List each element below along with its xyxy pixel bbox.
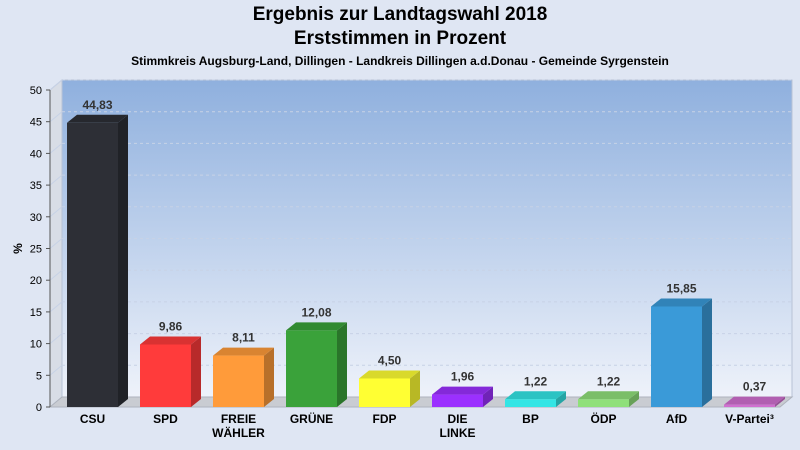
bar-front: [286, 330, 337, 407]
bar-fdp: 4,50: [359, 353, 420, 407]
bar-side: [483, 386, 493, 407]
bar-top: [359, 370, 420, 379]
bar-afd: 15,85: [651, 282, 712, 407]
gridline-left: [49, 143, 63, 154]
x-tick-label: AfD: [666, 412, 688, 426]
bar-top: [578, 391, 639, 400]
x-tick-label: FREIE: [221, 412, 256, 426]
bar-front: [651, 306, 702, 407]
bar-side: [264, 347, 274, 407]
y-axis: 0 5 10 15 20 25 30 35 40 45 50: [30, 85, 51, 414]
bar-side: [775, 396, 785, 407]
bar-top: [213, 347, 274, 356]
bar-top: [651, 298, 712, 307]
bar-die-linke: 1,96: [432, 370, 493, 407]
bar-front: [432, 394, 483, 407]
y-tick-label: 0: [36, 402, 42, 414]
bar-top: [432, 386, 493, 395]
bar-bp: 1,22: [505, 374, 566, 407]
bar-freie-wähler: 8,11: [213, 331, 274, 407]
y-tick-label: 40: [30, 148, 42, 160]
bar-side: [410, 370, 420, 407]
gridline-left: [49, 174, 63, 186]
gridline-left: [49, 111, 63, 123]
bar-front: [578, 399, 629, 407]
x-tick-label: BP: [522, 412, 539, 426]
bar-side: [629, 391, 639, 407]
bar-ödp: 1,22: [578, 374, 639, 407]
y-axis-label: %: [11, 243, 25, 254]
bar-side: [702, 298, 712, 407]
bar-front: [359, 378, 410, 407]
chart-subtitle: Erststimmen in Prozent: [293, 28, 507, 49]
bar-v-partei³: 0,37: [724, 380, 785, 407]
x-tick-label: FDP: [373, 412, 397, 426]
bar-side: [191, 336, 201, 407]
y-tick-label: 30: [30, 212, 42, 224]
gridline-left: [49, 79, 63, 91]
bar-spd: 9,86: [140, 319, 201, 407]
x-tick-label: SPD: [153, 412, 178, 426]
y-tick-label: 10: [30, 339, 42, 351]
gridline-left: [49, 364, 63, 376]
bar-value-label: 9,86: [159, 319, 183, 333]
gridline-left: [49, 206, 63, 218]
x-tick-label: V-Partei³: [725, 412, 774, 426]
x-tick-label: ÖDP: [590, 411, 616, 426]
bar-top: [286, 322, 347, 331]
y-tick-label: 45: [30, 117, 42, 129]
y-tick-label: 25: [30, 244, 42, 256]
bar-side: [556, 391, 566, 407]
bar-side: [118, 114, 128, 407]
bar-top: [140, 336, 201, 345]
gridline-left: [49, 238, 63, 249]
y-tick-label: 5: [36, 370, 42, 382]
bars: 44,83 9,86 8,11 12,08 4,50 1,96 1,22 1,22 15,85 0…: [67, 98, 785, 407]
bar-front: [724, 404, 775, 407]
bar-value-label: 12,08: [301, 305, 331, 319]
bar-value-label: 4,50: [378, 353, 402, 367]
y-tick-label: 15: [30, 307, 42, 319]
y-tick-label: 50: [30, 85, 42, 97]
x-tick-label: LINKE: [440, 426, 476, 440]
x-tick-label: WÄHLER: [212, 425, 265, 440]
bar-value-label: 44,83: [82, 98, 112, 112]
gridline-left: [49, 301, 63, 313]
x-tick-label: CSU: [80, 412, 105, 426]
bar-front: [505, 399, 556, 407]
bar-front: [67, 122, 118, 407]
bar-value-label: 8,11: [232, 331, 255, 345]
bar-value-label: 1,96: [451, 370, 475, 384]
x-tick-label: GRÜNE: [290, 411, 333, 426]
x-tick-label: DIE: [447, 412, 467, 426]
gridline-left: [49, 333, 63, 344]
bar-side: [337, 322, 347, 407]
y-tick-label: 20: [30, 275, 42, 287]
y-tick-label: 35: [30, 180, 42, 192]
bar-grüne: 12,08: [286, 305, 347, 407]
bar-front: [140, 344, 191, 407]
gridline-left: [49, 269, 63, 281]
chart-title: Ergebnis zur Landtagswahl 2018: [252, 4, 548, 25]
bar-csu: 44,83: [67, 98, 128, 407]
chart-caption: Stimmkreis Augsburg-Land, Dillingen - La…: [131, 54, 669, 68]
bar-value-label: 1,22: [597, 374, 621, 388]
bar-value-label: 1,22: [524, 374, 548, 388]
bar-value-label: 15,85: [666, 282, 696, 296]
bar-top: [724, 396, 785, 405]
bar-value-label: 0,37: [743, 380, 767, 394]
bar-front: [213, 355, 264, 407]
bar-top: [67, 114, 128, 123]
bar-top: [505, 391, 566, 400]
